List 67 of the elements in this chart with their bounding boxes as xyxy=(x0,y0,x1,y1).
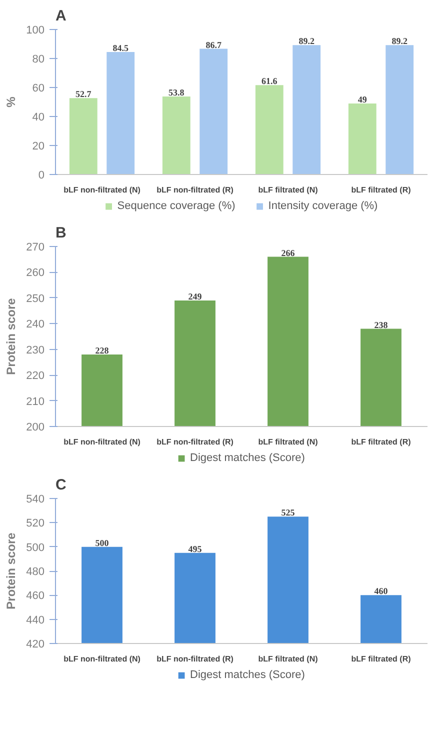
data-label: 84.5 xyxy=(112,42,129,53)
y-tick-label: 230 xyxy=(26,344,45,356)
y-tick-label: 480 xyxy=(26,566,45,578)
y-tick-label: 540 xyxy=(26,494,45,506)
x-tick-label: bLF filtrated (R) xyxy=(351,438,412,446)
y-tick-label: 60 xyxy=(32,82,45,94)
y-tick-label: 200 xyxy=(26,422,45,434)
data-label: 86.7 xyxy=(206,40,222,50)
y-tick-label: 20 xyxy=(32,140,45,152)
data-label: 460 xyxy=(374,586,388,596)
data-label: 500 xyxy=(95,538,110,548)
x-tick-label: bLF non-filtrated (N) xyxy=(64,438,141,446)
bar xyxy=(106,52,135,174)
data-label: 53.8 xyxy=(168,87,185,98)
x-tick-label: bLF non-filtrated (R) xyxy=(156,186,234,194)
x-tick-label: bLF non-filtrated (N) xyxy=(64,186,141,194)
bar xyxy=(386,45,414,174)
bar xyxy=(162,96,190,174)
data-label: 89.2 xyxy=(298,36,315,46)
data-label: 61.6 xyxy=(262,76,278,86)
data-label: 89.2 xyxy=(392,36,408,46)
legend-label: Digest matches (Score) xyxy=(190,669,305,681)
y-tick-label: 40 xyxy=(32,112,45,124)
y-tick-label: 500 xyxy=(26,542,45,554)
y-tick-label: 460 xyxy=(26,590,45,602)
bar xyxy=(292,45,321,174)
data-label: 238 xyxy=(374,320,388,330)
y-tick-label: 250 xyxy=(26,292,45,305)
chart-title: B xyxy=(56,224,66,242)
chart-title: A xyxy=(56,8,66,24)
y-tick-label: 520 xyxy=(26,518,45,530)
x-tick-label: bLF non-filtrated (R) xyxy=(156,438,234,446)
y-axis-title: % xyxy=(4,96,18,108)
x-tick-label: bLF filtrated (N) xyxy=(258,186,318,194)
chart-title: C xyxy=(56,476,66,494)
x-tick-label: bLF filtrated (N) xyxy=(258,438,318,446)
data-label: 52.7 xyxy=(76,89,92,100)
y-tick-label: 260 xyxy=(26,267,45,280)
data-label: 49 xyxy=(358,94,368,104)
y-tick-label: 420 xyxy=(26,638,45,650)
y-tick-label: 220 xyxy=(26,370,45,382)
y-tick-label: 0 xyxy=(38,170,45,182)
y-tick-label: 100 xyxy=(26,24,45,36)
y-tick-label: 440 xyxy=(26,614,45,626)
bar xyxy=(200,48,228,174)
y-axis-title: Protein score xyxy=(4,298,18,375)
x-tick-label: bLF non-filtrated (R) xyxy=(156,654,234,664)
x-tick-label: bLF filtrated (R) xyxy=(351,654,412,664)
data-label: 525 xyxy=(281,508,296,518)
legend-label: Intensity coverage (%) xyxy=(268,200,378,212)
data-label: 495 xyxy=(188,544,202,554)
x-tick-label: bLF filtrated (N) xyxy=(258,654,318,664)
bar xyxy=(348,103,376,174)
legend-label: Sequence coverage (%) xyxy=(117,200,236,212)
y-tick-label: 80 xyxy=(32,54,45,66)
data-label: 249 xyxy=(188,292,202,302)
data-label: 266 xyxy=(281,248,296,258)
y-tick-label: 270 xyxy=(26,242,45,254)
y-axis-title: Protein score xyxy=(4,532,18,610)
x-tick-label: bLF non-filtrated (N) xyxy=(64,654,141,664)
y-tick-label: 210 xyxy=(26,396,45,408)
bar xyxy=(255,85,284,174)
data-label: 228 xyxy=(95,346,110,356)
legend-label: Digest matches (Score) xyxy=(190,452,305,464)
x-tick-label: bLF filtrated (R) xyxy=(351,186,412,194)
bar xyxy=(69,98,98,174)
y-tick-label: 240 xyxy=(26,318,45,331)
